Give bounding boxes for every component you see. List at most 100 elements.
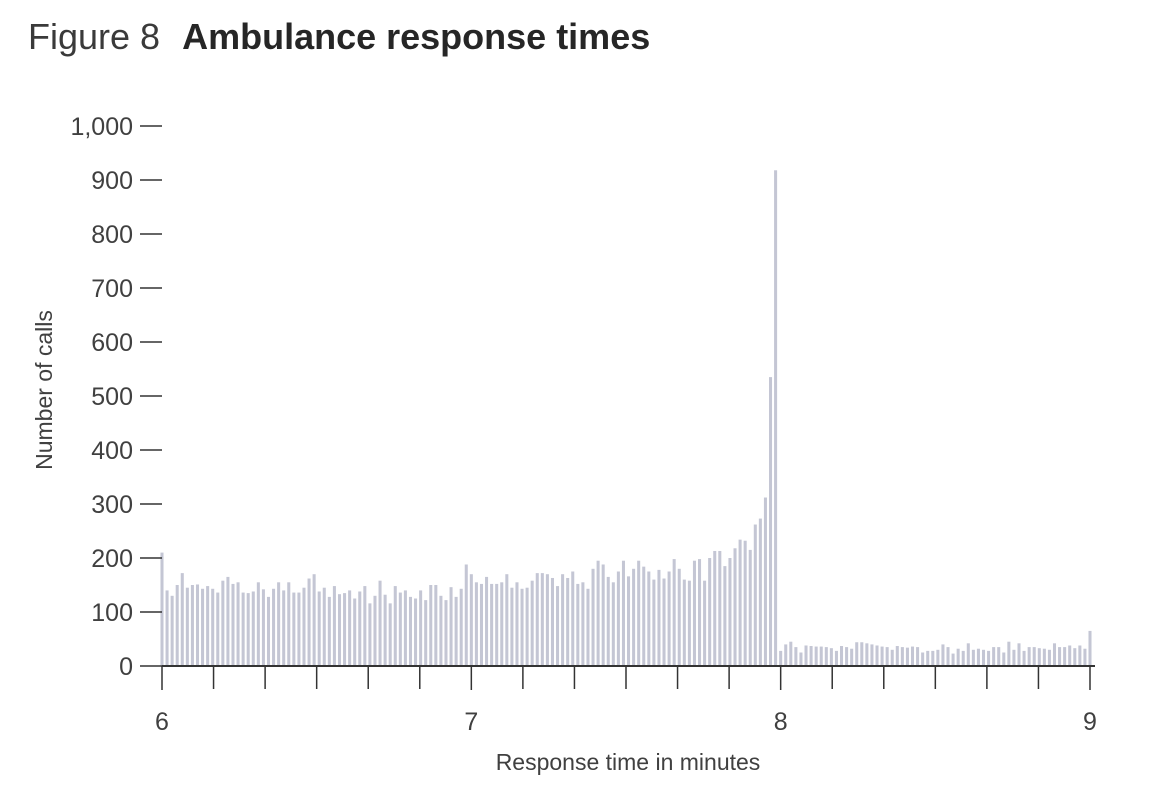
bar xyxy=(505,574,509,666)
bar xyxy=(819,646,823,666)
bar xyxy=(997,647,1001,666)
bar xyxy=(241,592,245,666)
bar xyxy=(900,647,904,666)
bar xyxy=(312,574,316,666)
bar xyxy=(444,600,448,666)
bar xyxy=(784,644,788,666)
bar xyxy=(429,585,433,666)
bar xyxy=(479,583,483,666)
bar xyxy=(383,594,387,666)
bar xyxy=(845,647,849,666)
bar xyxy=(353,598,357,666)
bar xyxy=(490,583,494,666)
figure-label: Figure 8 xyxy=(28,16,161,57)
bar xyxy=(804,645,808,666)
bar xyxy=(703,580,707,666)
bar xyxy=(733,548,737,666)
bar xyxy=(195,584,200,666)
bar xyxy=(292,592,296,666)
x-ticks-group: 6 7 8 9 xyxy=(155,666,1097,736)
bar xyxy=(840,646,844,666)
x-tick-label: 7 xyxy=(464,708,478,736)
bar xyxy=(525,587,529,666)
bar xyxy=(185,587,189,666)
bar xyxy=(1042,648,1046,666)
bar xyxy=(373,595,377,666)
bar xyxy=(1027,647,1031,666)
bar xyxy=(708,558,712,666)
bar xyxy=(160,552,164,666)
bar xyxy=(814,646,818,666)
x-tick-label: 6 xyxy=(155,708,169,736)
bar xyxy=(378,580,382,666)
bar xyxy=(434,585,438,666)
bar xyxy=(1078,645,1082,666)
bar xyxy=(302,587,306,666)
bar xyxy=(885,647,889,666)
bar xyxy=(297,592,301,666)
figure-name: Ambulance response times xyxy=(182,16,651,57)
bar xyxy=(809,646,813,666)
bar xyxy=(307,578,311,666)
bar xyxy=(322,587,326,666)
bar xyxy=(474,582,478,666)
bar xyxy=(358,591,362,666)
y-tick-label: 0 xyxy=(119,653,133,681)
bar xyxy=(992,647,996,666)
bar xyxy=(799,652,803,666)
bar xyxy=(601,564,605,666)
bar xyxy=(672,559,676,666)
y-tick-label: 700 xyxy=(91,275,133,303)
y-tick-label: 100 xyxy=(91,599,133,627)
bar xyxy=(343,593,347,666)
bar xyxy=(256,582,260,666)
y-tick-label: 900 xyxy=(91,167,133,195)
bar xyxy=(388,603,392,666)
bar xyxy=(936,649,940,666)
bar xyxy=(1007,641,1011,666)
bar xyxy=(606,576,610,666)
bar xyxy=(180,573,184,666)
bar xyxy=(698,559,702,666)
bar xyxy=(454,596,458,666)
bar xyxy=(1047,649,1051,666)
bar xyxy=(850,648,854,666)
figure-title: Figure 8 Ambulance response times xyxy=(28,14,650,60)
bar xyxy=(738,539,742,666)
bar xyxy=(348,590,352,666)
bar xyxy=(469,574,473,666)
bar xyxy=(591,568,595,666)
bar xyxy=(890,649,894,666)
bar xyxy=(1017,643,1021,666)
bar xyxy=(485,576,489,666)
bar xyxy=(1022,650,1026,666)
bar xyxy=(824,647,828,666)
bar xyxy=(926,650,930,666)
bar xyxy=(905,647,909,666)
bar xyxy=(459,588,463,666)
bar xyxy=(971,649,975,666)
bar xyxy=(632,568,636,666)
bar xyxy=(201,588,205,666)
bar xyxy=(687,580,691,666)
bar xyxy=(535,573,539,666)
bar xyxy=(586,588,590,666)
bar xyxy=(865,643,869,666)
bar xyxy=(753,524,757,666)
bar xyxy=(621,560,625,666)
bar xyxy=(419,590,423,666)
bar xyxy=(855,642,859,666)
y-tick-label: 200 xyxy=(91,545,133,573)
bar xyxy=(1088,630,1092,666)
bar xyxy=(870,644,874,666)
bar xyxy=(332,586,336,666)
bar xyxy=(880,646,884,666)
bar xyxy=(1063,647,1067,666)
x-tick-label: 9 xyxy=(1083,708,1097,736)
bar xyxy=(1068,645,1072,666)
bar xyxy=(550,577,554,666)
bar xyxy=(408,596,412,666)
bar xyxy=(571,571,575,666)
bar xyxy=(566,577,570,666)
bar xyxy=(677,568,681,666)
